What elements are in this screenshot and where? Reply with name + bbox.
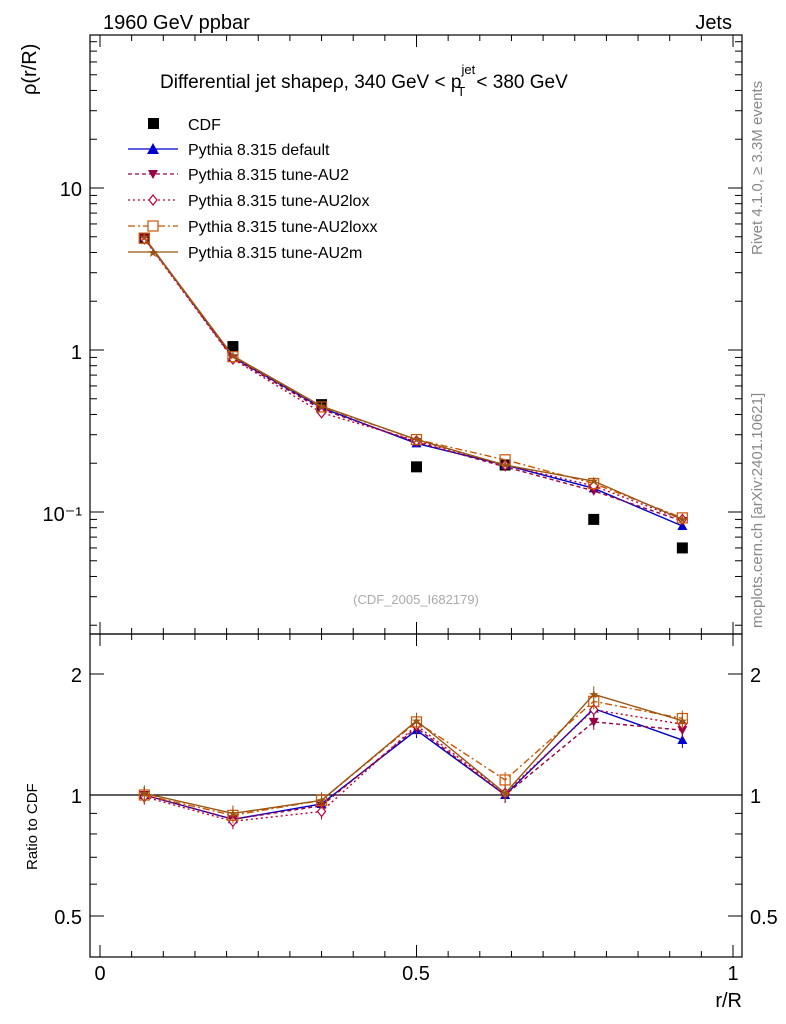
title-sup: jet	[460, 62, 475, 77]
data-point-pythia-8-315-tune-au2m: ★	[411, 433, 422, 447]
data-point-pythia-8-315-tune-au2loxx	[410, 433, 423, 446]
ratio-tick-label-0.5-right: 0.5	[750, 907, 778, 929]
data-point-pythia-8-315-tune-au2m: ★	[139, 230, 150, 244]
ratio-series-layer: ★ ★ ★ ★ ★ ★ ★	[138, 686, 688, 830]
ratio-tick-label-2-right: 2	[750, 665, 761, 687]
ratio-point-pythia-8-315-tune-au2lox	[316, 805, 327, 818]
ratio-point-pythia-8-315-default	[677, 735, 688, 745]
legend-entry-au2loxx: Pythia 8.315 tune-AU2loxx	[128, 219, 377, 236]
ratio-point-pythia-8-315-tune-au2lox	[588, 703, 599, 716]
legend-marker-default	[147, 143, 159, 154]
legend-label-au2loxx: Pythia 8.315 tune-AU2loxx	[188, 219, 377, 236]
legend-entry-au2m: ★ Pythia 8.315 tune-AU2m	[128, 245, 362, 262]
legend-marker-au2lox	[148, 194, 158, 206]
x-tick-label-0.5: 0.5	[402, 963, 430, 985]
ratio-point-pythia-8-315-tune-au2m: ★	[139, 786, 150, 800]
data-point-pythia-8-315-tune-au2lox	[316, 406, 327, 419]
ratio-point-pythia-8-315-tune-au2m: ★	[411, 714, 422, 728]
y-tick-label-0.1: 10⁻¹	[43, 504, 83, 526]
series-line-pythia-8-315-tune-au2loxx	[143, 237, 683, 519]
ratio-line-pythia-8-315-tune-au2	[144, 721, 683, 821]
ratio-point-pythia-8-315-tune-au2m: ★	[228, 806, 239, 820]
y-tick-label-10: 10	[60, 179, 82, 201]
legend-entry-au2: Pythia 8.315 tune-AU2	[128, 167, 349, 184]
x-tick-label-1: 1	[727, 963, 738, 985]
y-axis-label-bottom: Ratio to CDF	[24, 783, 41, 870]
ratio-point-pythia-8-315-tune-au2	[588, 717, 599, 727]
series-line-pythia-8-315-default	[143, 237, 683, 527]
data-point-pythia-8-315-tune-au2m: ★	[677, 512, 688, 526]
category-label: Jets	[695, 12, 732, 34]
legend-entry-cdf: CDF	[148, 117, 221, 134]
data-point-pythia-8-315-tune-au2m: ★	[500, 458, 511, 472]
x-axis-label: r/R	[715, 990, 742, 1012]
legend-marker-cdf	[148, 118, 159, 129]
y-axis-label-top: ρ(r/R)	[19, 44, 41, 95]
ratio-point-pythia-8-315-tune-au2m: ★	[677, 714, 688, 728]
series-line-pythia-8-315-tune-au2	[143, 237, 683, 522]
data-point-cdf	[588, 513, 600, 525]
data-point-cdf	[411, 461, 422, 473]
y-tick-label-1: 1	[71, 342, 82, 364]
analysis-watermark: (CDF_2005_I682179)	[353, 592, 479, 607]
legend-marker-au2m: ★	[147, 245, 159, 260]
data-point-pythia-8-315-tune-au2m: ★	[228, 349, 239, 363]
legend-label-cdf: CDF	[188, 117, 221, 134]
ratio-point-pythia-8-315-tune-au2m: ★	[588, 687, 599, 701]
axis-ticks	[90, 35, 742, 957]
mcplots-label: mcplots.cern.ch [arXiv:2401.10621]	[749, 393, 766, 628]
data-point-pythia-8-315-tune-au2loxx	[315, 401, 328, 413]
title-prefix: Differential jet shapeρ, 340 GeV < p	[160, 72, 461, 93]
legend-marker-au2	[148, 170, 158, 179]
series-line-pythia-8-315-tune-au2lox	[143, 238, 683, 521]
x-tick-label-0: 0	[94, 963, 105, 985]
energy-label: 1960 GeV ppbar	[103, 12, 250, 34]
ratio-tick-label-2-left: 2	[71, 665, 82, 687]
data-point-cdf	[227, 341, 239, 353]
main-series-layer: ★★★★★★★	[138, 230, 688, 554]
legend-label-au2: Pythia 8.315 tune-AU2	[188, 167, 349, 184]
rivet-version-label: Rivet 4.1.0, ≥ 3.3M events	[749, 81, 766, 255]
legend-label-default: Pythia 8.315 default	[188, 142, 330, 159]
plot-title: Differential jet shapeρ, 340 GeV < pjet T…	[160, 62, 568, 99]
ratio-point-pythia-8-315-tune-au2m: ★	[316, 793, 327, 807]
legend-label-au2m: Pythia 8.315 tune-AU2m	[188, 245, 362, 262]
legend-marker-au2loxx	[147, 220, 159, 232]
data-point-pythia-8-315-tune-au2loxx	[138, 232, 150, 244]
data-point-pythia-8-315-tune-au2m: ★	[316, 399, 327, 413]
data-point-pythia-8-315-tune-au2m: ★	[588, 474, 599, 488]
ratio-point-pythia-8-315-tune-au2loxx	[499, 774, 511, 786]
ratio-tick-label-1-left: 1	[71, 786, 82, 808]
legend-label-au2lox: Pythia 8.315 tune-AU2lox	[188, 193, 369, 210]
ratio-tick-label-1-right: 1	[750, 786, 761, 808]
title-suffix: < 380 GeV	[471, 72, 568, 93]
data-point-cdf	[676, 542, 688, 554]
title-sub: T	[457, 84, 465, 99]
legend-entry-au2lox: Pythia 8.315 tune-AU2lox	[128, 193, 369, 210]
ratio-tick-label-0.5-left: 0.5	[54, 907, 82, 929]
legend: CDF Pythia 8.315 default Pythia 8.315 tu…	[128, 117, 377, 262]
ratio-point-pythia-8-315-tune-au2m: ★	[500, 786, 511, 800]
series-line-pythia-8-315-tune-au2m	[143, 237, 683, 521]
legend-entry-default: Pythia 8.315 default	[128, 142, 330, 159]
data-point-pythia-8-315-tune-au2loxx	[227, 351, 239, 363]
